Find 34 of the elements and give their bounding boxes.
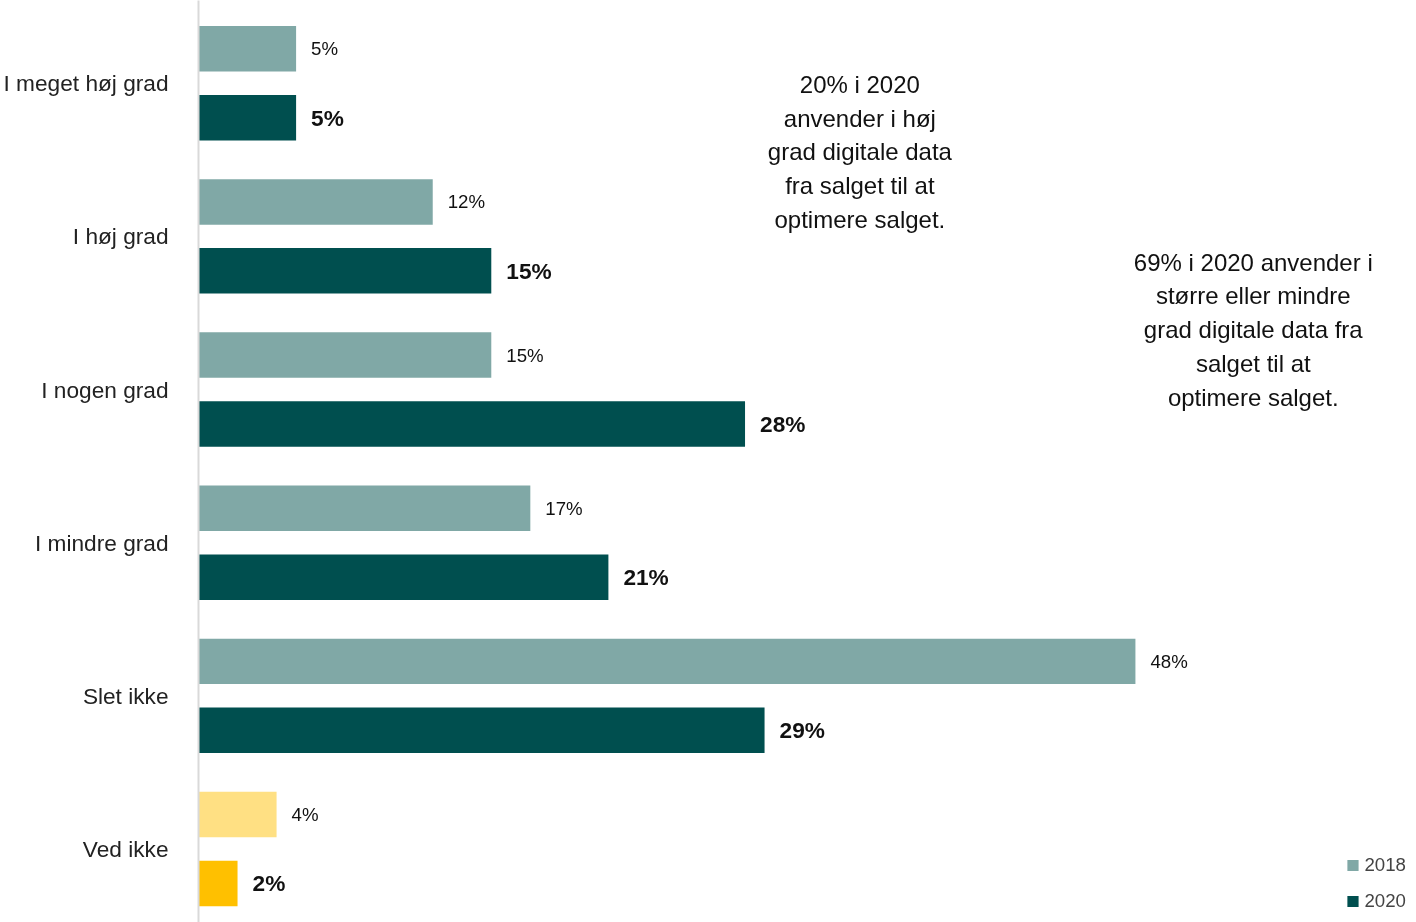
annotation: 69% i 2020 anvender i større eller mindre grad digitale data fra salget til at optimere salget. [1133,248,1373,411]
bar [198,638,1136,685]
legend-label: 2020 [1364,890,1406,912]
y-tick-label: Ved ikke [82,835,169,862]
data-label: 2% [252,870,286,897]
bar [198,707,765,754]
bar [198,26,297,72]
data-label: 12% [447,191,486,213]
data-label: 29% [779,717,825,744]
bar [198,791,277,838]
data-label: 15% [506,344,544,366]
bar [198,401,746,447]
bar [198,94,297,141]
data-label: 4% [291,804,319,826]
y-tick-label: I mindre grad [35,529,169,556]
bar [198,485,531,531]
data-label: 17% [545,497,583,519]
data-label: 5% [311,38,339,60]
legend-label: 2018 [1364,854,1406,876]
data-label: 28% [760,410,806,437]
data-label: 15% [506,257,552,284]
annotation: 20% i 2020 anvender i høj grad digitale data fra salget til at optimere salget. [767,70,953,233]
bar [198,860,238,907]
data-label: 21% [623,564,669,591]
bar [198,179,433,225]
y-tick-label: Slet ikke [82,682,169,709]
y-tick-label: I nogen grad [41,376,169,403]
data-label: 5% [311,104,344,131]
y-tick-label: I høj grad [72,223,169,250]
bar [198,248,492,294]
bar [198,332,492,378]
y-tick-label: I meget høj grad [3,70,169,97]
data-label: 48% [1150,650,1188,672]
bar [198,554,609,600]
